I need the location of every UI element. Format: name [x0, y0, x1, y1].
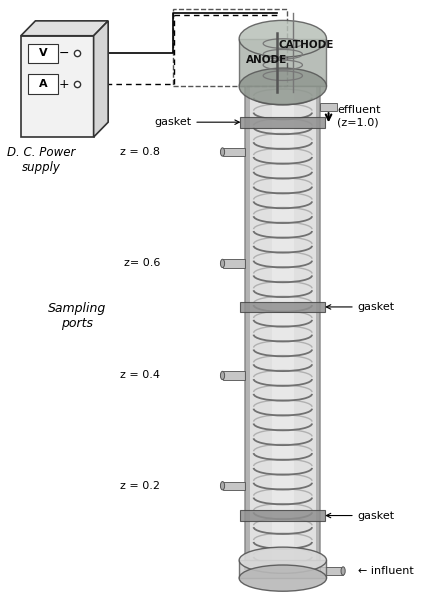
- Text: gasket: gasket: [154, 117, 239, 127]
- Text: effluent
(z=1.0): effluent (z=1.0): [336, 105, 380, 127]
- Text: CATHODE: CATHODE: [277, 40, 333, 49]
- Text: z = 0.4: z = 0.4: [120, 371, 160, 380]
- Bar: [222, 259, 245, 268]
- Text: V: V: [39, 48, 48, 58]
- Ellipse shape: [220, 259, 224, 268]
- Bar: [239, 560, 326, 578]
- Text: −: −: [59, 46, 69, 60]
- Ellipse shape: [239, 547, 326, 573]
- Text: ANODE: ANODE: [245, 55, 286, 64]
- Bar: [240, 510, 325, 521]
- Bar: [222, 148, 245, 156]
- Bar: [222, 371, 245, 380]
- Text: ← influent: ← influent: [357, 566, 412, 576]
- Bar: [245, 86, 320, 569]
- Text: A: A: [39, 79, 48, 89]
- Text: z= 0.6: z= 0.6: [124, 259, 160, 268]
- Ellipse shape: [239, 20, 326, 57]
- Ellipse shape: [239, 68, 326, 105]
- Text: Sampling
ports: Sampling ports: [48, 302, 106, 330]
- Ellipse shape: [220, 482, 224, 490]
- Text: +: +: [59, 77, 69, 91]
- Ellipse shape: [239, 565, 326, 591]
- Text: gasket: gasket: [325, 302, 394, 312]
- Text: z = 0.8: z = 0.8: [120, 147, 160, 157]
- Bar: [239, 39, 326, 86]
- Ellipse shape: [220, 371, 224, 380]
- Bar: [28, 74, 58, 94]
- Text: D. C. Power
supply: D. C. Power supply: [7, 146, 75, 174]
- Bar: [222, 482, 245, 490]
- Bar: [271, 86, 294, 569]
- Bar: [240, 117, 325, 128]
- Bar: [245, 86, 249, 569]
- Bar: [21, 36, 93, 137]
- Bar: [315, 86, 320, 569]
- Ellipse shape: [340, 567, 344, 575]
- Ellipse shape: [220, 148, 224, 156]
- Text: gasket: gasket: [325, 511, 394, 520]
- Bar: [28, 44, 58, 63]
- Polygon shape: [21, 21, 108, 36]
- Polygon shape: [93, 21, 108, 137]
- Bar: [320, 103, 336, 111]
- Bar: [172, 9, 286, 86]
- Bar: [240, 302, 325, 312]
- Text: z = 0.2: z = 0.2: [120, 481, 160, 491]
- Bar: [320, 567, 343, 575]
